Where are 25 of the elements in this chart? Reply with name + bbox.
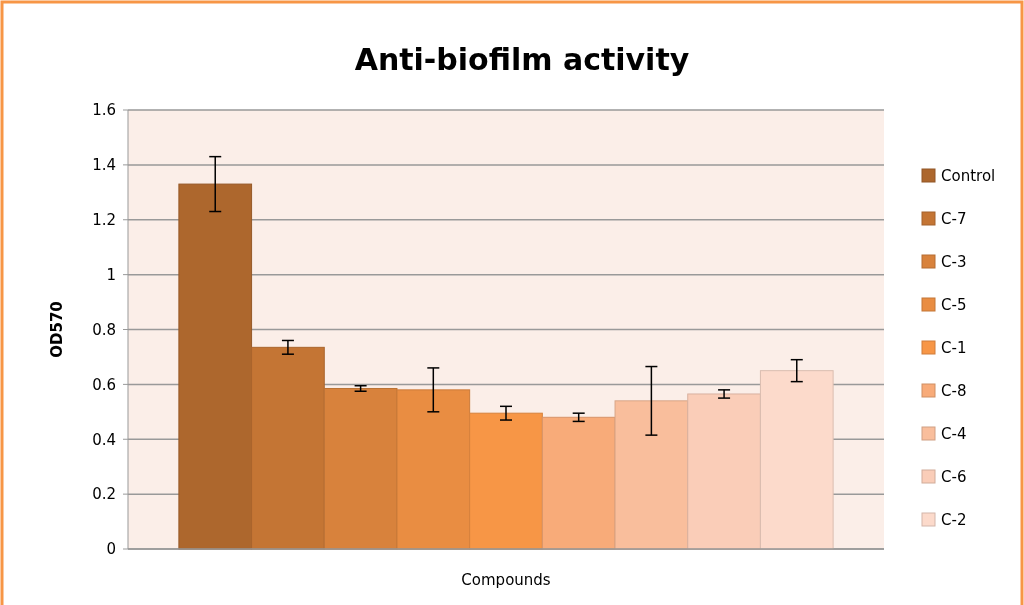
y-tick-label: 0.8 — [92, 320, 116, 339]
chart-title: Anti-biofilm activity — [354, 42, 690, 77]
legend-label: C-8 — [941, 382, 967, 401]
bar — [687, 393, 761, 550]
legend-label: C-4 — [941, 425, 967, 444]
y-tick-label: 1.4 — [92, 156, 116, 175]
y-tick-label: 0 — [106, 540, 116, 559]
y-axis-title: OD570 — [48, 301, 66, 358]
y-tick-label: 1.6 — [92, 101, 116, 120]
y-tick-label: 0.2 — [92, 485, 116, 504]
legend-label: C-1 — [941, 339, 967, 358]
y-tick-label: 0.4 — [92, 430, 116, 449]
legend-label: C-7 — [941, 210, 967, 229]
bar — [759, 370, 834, 550]
legend-label: C-6 — [941, 468, 967, 487]
legend-label: C-2 — [941, 511, 967, 530]
bar — [541, 416, 616, 550]
y-tick-label: 1.2 — [92, 211, 116, 229]
bar — [614, 400, 689, 550]
legend-label: C-5 — [941, 296, 967, 315]
y-tick-label: 0.6 — [92, 375, 116, 394]
x-axis-title: Compounds — [461, 571, 551, 589]
legend-label: C-3 — [941, 253, 967, 272]
legend-label: Control — [941, 167, 996, 186]
y-tick-label: 1 — [106, 265, 116, 284]
